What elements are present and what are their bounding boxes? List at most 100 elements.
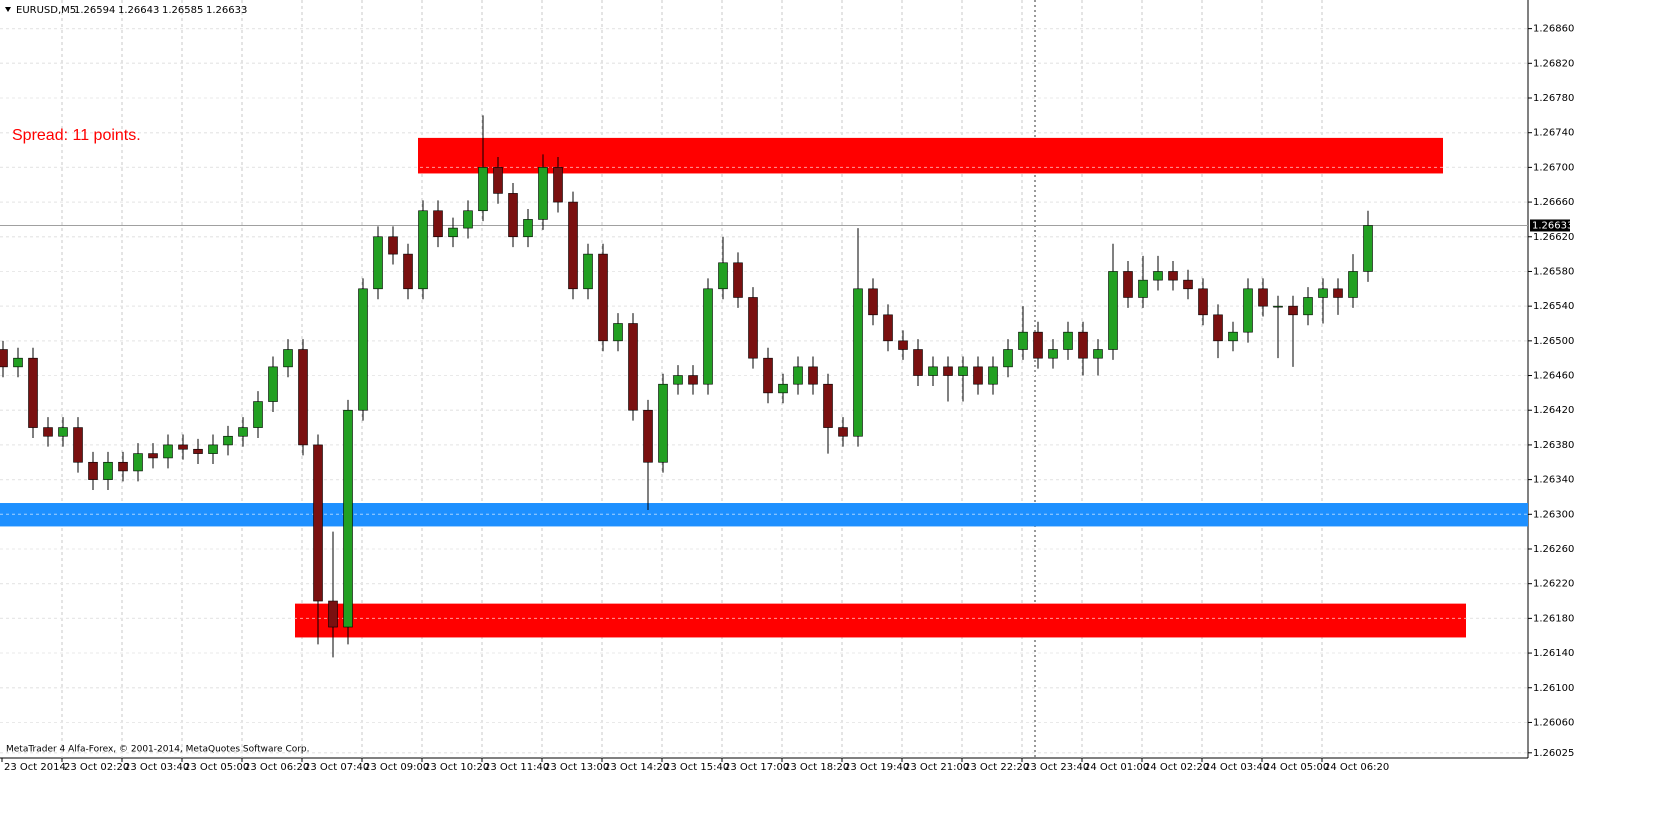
y-tick-label: 1.26540 <box>1533 301 1574 312</box>
candle-body <box>373 236 383 290</box>
symbol: EURUSD,M5 <box>16 5 76 16</box>
y-tick-label: 1.26060 <box>1533 717 1574 728</box>
candle-body <box>493 167 503 194</box>
candle-body <box>1168 271 1178 281</box>
candle-body <box>868 288 878 316</box>
candle-body <box>253 401 263 428</box>
candle-body <box>433 210 443 238</box>
footer: MetaTrader 4 Alfa-Forex, © 2001-2014, Me… <box>6 745 310 755</box>
candle-body <box>238 427 248 437</box>
current-price-label: 1.26633 <box>1532 220 1573 231</box>
candle-body <box>1303 297 1313 316</box>
candle-body <box>1213 314 1223 342</box>
y-tick-label: 1.26100 <box>1533 683 1574 694</box>
x-tick-label: 23 Oct 02:20 <box>64 762 129 773</box>
candle-body <box>1138 279 1148 298</box>
candle-body <box>73 427 83 463</box>
candle-body <box>1288 305 1298 316</box>
candle-body <box>1273 305 1283 308</box>
x-tick-label: 23 Oct 06:20 <box>244 762 309 773</box>
x-tick-label: 23 Oct 19:40 <box>844 762 909 773</box>
candle-body <box>673 375 683 385</box>
x-tick-label: 23 Oct 05:00 <box>184 762 249 773</box>
x-tick-label: 23 Oct 22:20 <box>964 762 1029 773</box>
candle-body <box>943 366 953 376</box>
y-tick-label: 1.26620 <box>1533 232 1574 243</box>
y-tick-label: 1.26025 <box>1533 748 1574 759</box>
x-tick-label: 24 Oct 02:20 <box>1144 762 1209 773</box>
y-tick-label: 1.26180 <box>1533 613 1574 624</box>
candle-body <box>1228 331 1238 342</box>
candle-body <box>523 219 533 238</box>
candle-body <box>613 323 623 342</box>
candle-body <box>1123 271 1133 298</box>
candle-body <box>598 253 608 342</box>
candle-body <box>658 383 668 463</box>
candle-body <box>718 262 728 290</box>
candle-body <box>808 366 818 385</box>
candle-body <box>838 427 848 437</box>
candle-body <box>358 288 368 411</box>
candle-body <box>388 236 398 255</box>
x-tick-label: 23 Oct 03:40 <box>124 762 189 773</box>
candle-body <box>1243 288 1253 333</box>
candle-body <box>148 453 158 459</box>
candle-body <box>1003 349 1013 368</box>
candle-body <box>178 444 188 450</box>
y-tick-label: 1.26340 <box>1533 475 1574 486</box>
candle-body <box>508 193 518 238</box>
x-tick-label: 23 Oct 15:40 <box>664 762 729 773</box>
y-tick-label: 1.26140 <box>1533 648 1574 659</box>
candle-body <box>463 210 473 229</box>
candle-body <box>988 366 998 385</box>
header-price: 1.26585 <box>162 5 203 16</box>
candle-body <box>823 383 833 428</box>
header-price: 1.26594 <box>74 5 115 16</box>
candle-body <box>133 453 143 472</box>
candle-body <box>688 375 698 385</box>
candle-body <box>13 357 23 368</box>
candle-body <box>1063 331 1073 350</box>
y-tick-label: 1.26500 <box>1533 336 1574 347</box>
candle-body <box>1348 271 1358 298</box>
y-tick-label: 1.26420 <box>1533 405 1574 416</box>
candle-body <box>1078 331 1088 359</box>
candle-body <box>313 444 323 602</box>
candle-body <box>958 366 968 376</box>
candle-body <box>1153 271 1163 281</box>
candle-body <box>1198 288 1208 316</box>
candle-body <box>478 167 488 212</box>
x-tick-label: 24 Oct 05:00 <box>1264 762 1329 773</box>
candle-body <box>193 448 203 454</box>
spread-annotation: Spread: 11 points. <box>12 127 141 144</box>
candle-body <box>58 427 68 437</box>
candle-body <box>973 366 983 385</box>
x-tick-label: 23 Oct 11:40 <box>484 762 549 773</box>
y-tick-label: 1.26580 <box>1533 266 1574 277</box>
y-tick-label: 1.26300 <box>1533 509 1574 520</box>
header-price: 1.26633 <box>206 5 247 16</box>
candle-body <box>1318 288 1328 298</box>
candle-body <box>643 409 653 463</box>
candle-body <box>43 427 53 437</box>
candle-body <box>1108 271 1118 350</box>
x-tick-label: 23 Oct 13:00 <box>544 762 609 773</box>
y-tick-label: 1.26780 <box>1533 93 1574 104</box>
x-tick-label: 23 Oct 2014 <box>4 762 66 773</box>
candle-body <box>1033 331 1043 359</box>
candle-body <box>1183 279 1193 290</box>
candle-body <box>1048 349 1058 359</box>
candle-body <box>118 461 128 472</box>
candle-body <box>103 461 113 480</box>
y-tick-label: 1.26860 <box>1533 24 1574 35</box>
candle-body <box>748 297 758 359</box>
x-tick-label: 23 Oct 23:40 <box>1024 762 1089 773</box>
candle-body <box>913 349 923 376</box>
candle-body <box>283 349 293 368</box>
candle-body <box>898 340 908 350</box>
x-tick-label: 24 Oct 01:00 <box>1084 762 1149 773</box>
candle-body <box>703 288 713 385</box>
candle-body <box>28 357 38 428</box>
candle-body <box>418 210 428 290</box>
